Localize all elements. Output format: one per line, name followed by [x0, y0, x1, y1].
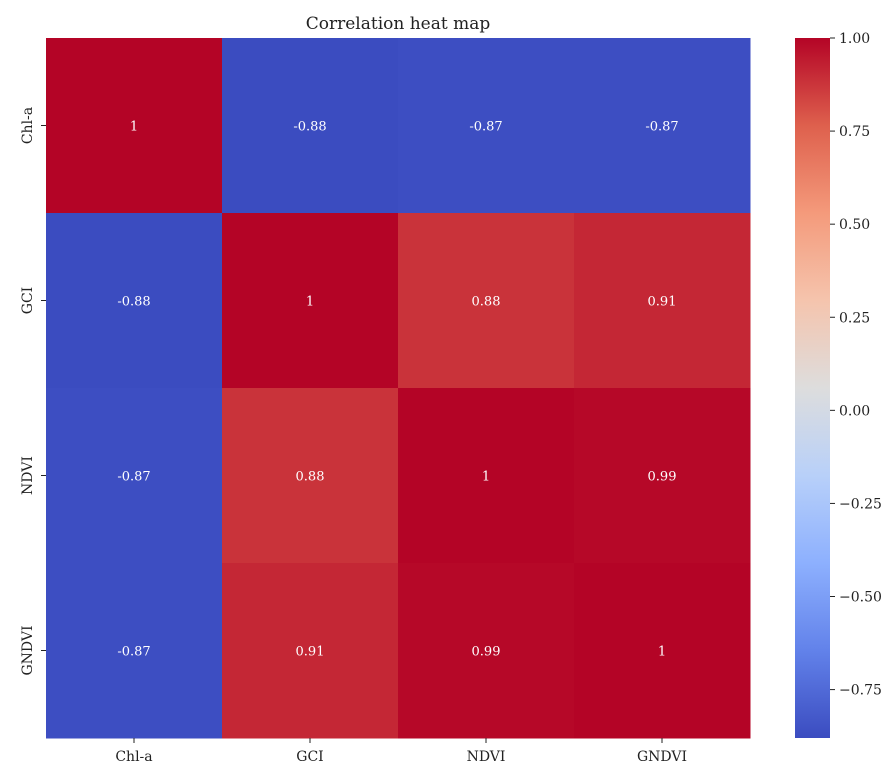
heatmap-cell: [398, 213, 575, 389]
y-tick-label: GNDVI: [20, 625, 36, 675]
y-tick-label: NDVI: [20, 456, 36, 495]
colorbar-tick-label: 0.25: [839, 310, 870, 326]
colorbar-gradient: [795, 38, 830, 738]
heatmap-cell: [46, 388, 223, 564]
cell-value-label: -0.87: [469, 120, 502, 135]
heatmap-cell: [574, 213, 751, 389]
cell-value-label: 0.99: [648, 470, 677, 485]
colorbar-tick-label: 0.75: [839, 124, 870, 140]
cell-value-label: -0.87: [117, 470, 150, 485]
heatmap-cell: [398, 563, 575, 739]
heatmap-cell: [398, 38, 575, 214]
heatmap-cell: [222, 563, 399, 739]
cell-value-label: 0.99: [472, 645, 501, 660]
cell-value-label: 0.88: [472, 295, 501, 310]
heatmap-cell: [398, 388, 575, 564]
heatmap-cell: [222, 388, 399, 564]
cell-value-label: 0.91: [296, 645, 325, 660]
heatmap-cell: [222, 38, 399, 214]
cell-value-label: 1: [482, 470, 490, 485]
heatmap-cell: [574, 388, 751, 564]
cell-value-label: 1: [130, 120, 138, 135]
x-tick-label: GCI: [296, 749, 323, 762]
cell-value-label: -0.88: [117, 295, 150, 310]
cell-value-label: 1: [658, 645, 666, 660]
heatmap-cells: 1 -0.88 -0.87 -0.87 -0.88 1 0.88 0.91 -0.87 0.88 1…: [46, 38, 751, 739]
chart-title: Correlation heat map: [306, 14, 491, 34]
colorbar-tick-label: 0.00: [839, 403, 870, 419]
heatmap-cell: [46, 563, 223, 739]
colorbar-tick-label: −0.75: [839, 683, 882, 699]
cell-value-label: -0.88: [293, 120, 326, 135]
colorbar-tick-label: 0.50: [839, 217, 870, 233]
colorbar-tick-label: −0.25: [839, 496, 882, 512]
x-tick-label: GNDVI: [637, 749, 687, 762]
y-tick-label: Chl-a: [20, 107, 36, 144]
y-tick-label: GCI: [20, 287, 36, 314]
x-tick-label: NDVI: [467, 749, 506, 762]
cell-value-label: 0.91: [648, 295, 677, 310]
colorbar: 1.00 0.75 0.50 0.25 0.00 −0.25 −0.50 −0.75: [795, 31, 882, 738]
x-axis: Chl-a GCI NDVI GNDVI: [115, 738, 687, 762]
cell-value-label: 0.88: [296, 470, 325, 485]
cell-value-label: -0.87: [117, 645, 150, 660]
heatmap-cell: [46, 213, 223, 389]
cell-value-label: 1: [306, 295, 314, 310]
heatmap-cell: [574, 38, 751, 214]
y-axis: Chl-a GCI NDVI GNDVI: [20, 107, 46, 676]
cell-value-label: -0.87: [645, 120, 678, 135]
x-tick-label: Chl-a: [115, 749, 152, 762]
colorbar-tick-label: −0.50: [839, 590, 882, 606]
colorbar-tick-label: 1.00: [839, 31, 870, 47]
heatmap-cell: [46, 38, 223, 214]
heatmap-cell: [574, 563, 751, 739]
heatmap-cell: [222, 213, 399, 389]
